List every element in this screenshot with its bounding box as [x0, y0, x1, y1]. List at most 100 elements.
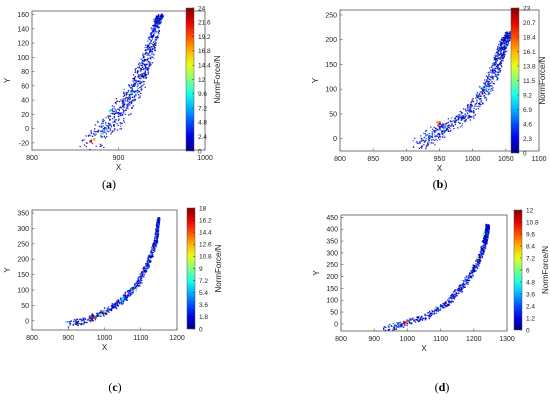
- data-point: [140, 281, 142, 283]
- data-point: [462, 115, 464, 117]
- data-point: [480, 250, 482, 252]
- data-point: [147, 267, 149, 269]
- data-point: [158, 217, 160, 219]
- data-point: [135, 282, 137, 285]
- data-point: [117, 119, 120, 121]
- data-point: [433, 129, 435, 132]
- data-point: [458, 290, 461, 292]
- data-point: [509, 33, 512, 36]
- data-point: [74, 323, 76, 325]
- data-point: [142, 80, 144, 83]
- data-point: [438, 135, 441, 137]
- data-point: [438, 309, 440, 311]
- data-point: [161, 13, 164, 16]
- data-point: [111, 109, 113, 111]
- data-point: [500, 46, 502, 48]
- data-point: [127, 294, 129, 296]
- data-point: [487, 89, 490, 91]
- data-point: [455, 289, 457, 291]
- data-point: [506, 40, 509, 42]
- data-point: [444, 136, 446, 138]
- y-tick-label: 0: [25, 126, 29, 133]
- data-point: [113, 115, 115, 118]
- data-point: [458, 292, 460, 294]
- data-point: [140, 58, 143, 60]
- data-point: [477, 263, 479, 265]
- data-point: [484, 79, 486, 81]
- data-point: [147, 58, 149, 60]
- data-point: [393, 328, 396, 330]
- data-point: [150, 33, 153, 35]
- data-point: [461, 123, 464, 125]
- data-point: [125, 298, 127, 300]
- data-point: [123, 301, 125, 303]
- data-point: [116, 300, 118, 302]
- data-point: [96, 131, 98, 133]
- data-point: [124, 98, 126, 100]
- data-point: [483, 86, 485, 88]
- data-point: [455, 121, 457, 123]
- data-point: [79, 145, 81, 148]
- y-tick-label: 350: [17, 211, 29, 218]
- data-point: [157, 37, 159, 39]
- data-point: [148, 261, 150, 263]
- data-point: [504, 49, 506, 51]
- y-axis-label: Y: [311, 77, 320, 83]
- data-point: [488, 232, 490, 234]
- data-point: [155, 24, 157, 27]
- data-point: [432, 139, 434, 141]
- data-point: [136, 80, 138, 82]
- data-point: [117, 299, 120, 302]
- data-point: [145, 263, 147, 265]
- data-point: [82, 318, 84, 320]
- data-point: [443, 123, 445, 125]
- data-point: [143, 60, 146, 62]
- data-point: [113, 117, 115, 119]
- data-point: [145, 264, 147, 266]
- data-point: [149, 38, 151, 41]
- data-point: [85, 135, 87, 137]
- data-point: [401, 323, 403, 326]
- data-point: [425, 139, 427, 141]
- data-point: [117, 113, 120, 115]
- y-tick-label: 50: [330, 310, 338, 317]
- data-point: [132, 78, 134, 80]
- y-tick-label: 100: [17, 55, 29, 62]
- data-point: [155, 228, 158, 230]
- data-point: [126, 295, 128, 297]
- data-point: [474, 266, 477, 268]
- data-point: [453, 297, 455, 299]
- data-point: [388, 329, 390, 331]
- data-point: [443, 307, 445, 309]
- data-point: [485, 84, 487, 86]
- data-point: [480, 248, 482, 250]
- force-point: [108, 109, 112, 112]
- data-point: [468, 116, 470, 118]
- data-point: [469, 273, 471, 275]
- x-axis-label: X: [437, 164, 443, 173]
- data-point: [429, 314, 431, 316]
- data-point: [139, 273, 141, 275]
- data-point: [483, 251, 485, 253]
- colorbar-tick-label: 18: [199, 205, 207, 212]
- data-point: [478, 103, 480, 105]
- data-point: [484, 241, 487, 243]
- scatter-points: [412, 30, 513, 150]
- data-point: [497, 74, 499, 77]
- data-point: [485, 247, 487, 250]
- data-point: [425, 135, 427, 137]
- data-point: [498, 46, 500, 48]
- data-point: [508, 32, 510, 34]
- data-point: [150, 49, 152, 51]
- data-point: [149, 46, 151, 48]
- data-point: [504, 45, 506, 47]
- data-point: [403, 320, 405, 323]
- data-point: [152, 57, 155, 59]
- data-point: [156, 237, 158, 239]
- data-point: [430, 312, 432, 315]
- data-point: [150, 50, 152, 53]
- data-point: [157, 226, 160, 228]
- data-point: [150, 27, 152, 29]
- data-point: [103, 131, 105, 133]
